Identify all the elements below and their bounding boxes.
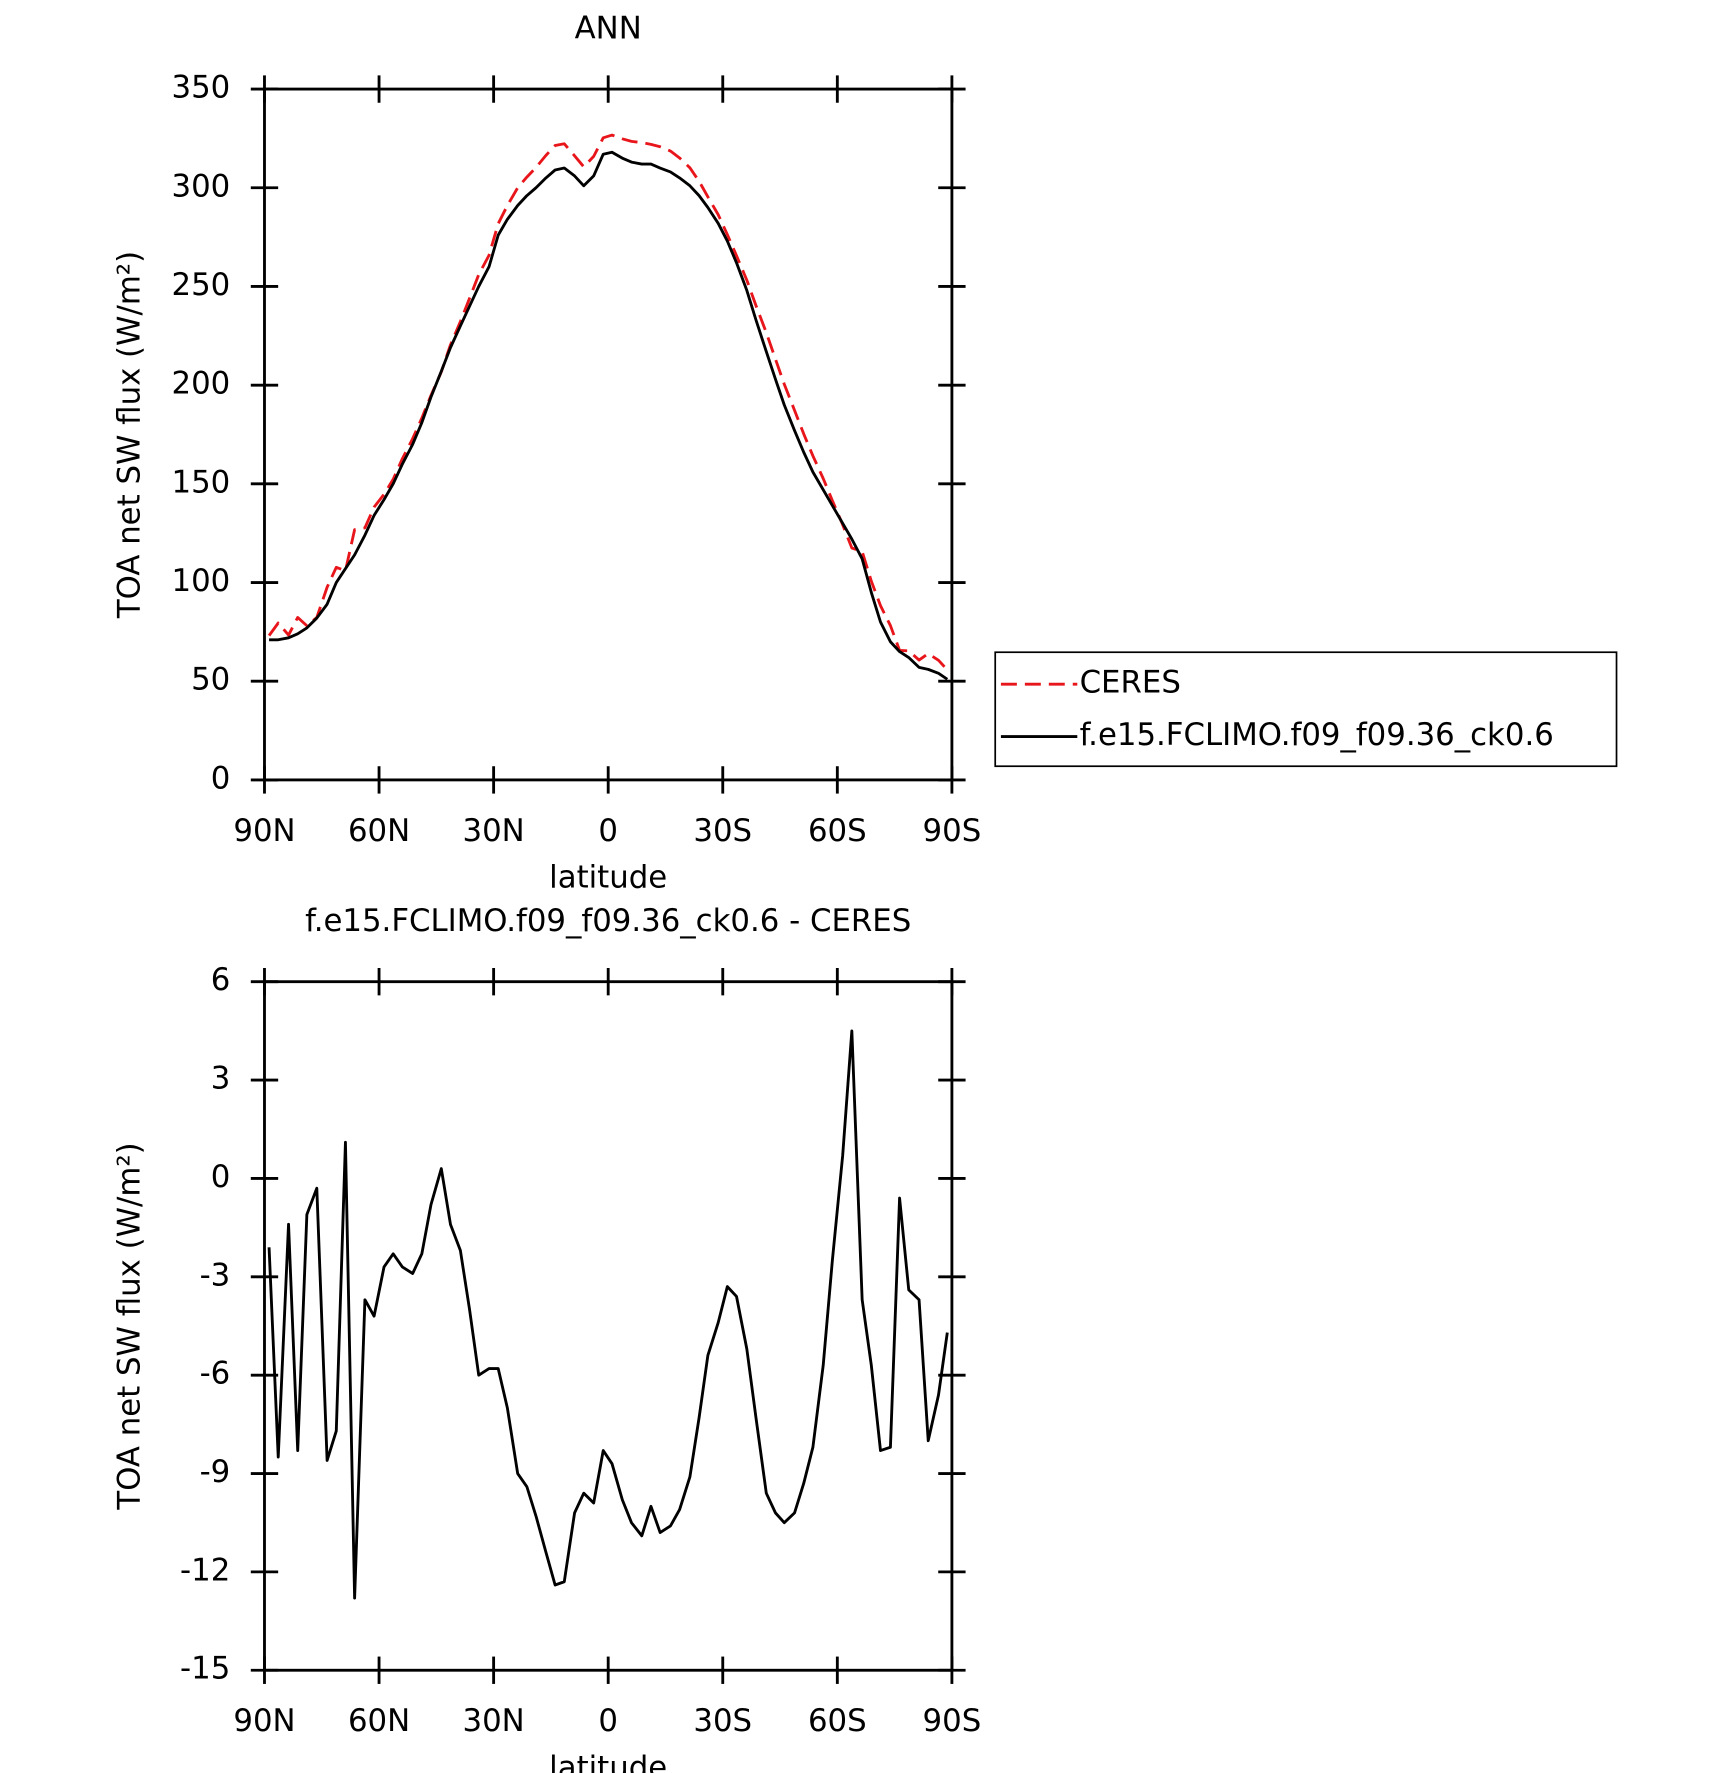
y-tick-label: 150: [172, 464, 231, 500]
y-tick-label: 250: [172, 267, 231, 303]
y-axis-label: TOA net SW flux (W/m²): [112, 251, 148, 619]
x-tick-label: 90N: [233, 813, 295, 849]
chart-title: ANN: [575, 10, 642, 46]
y-tick-label: -9: [200, 1454, 231, 1490]
plot-frame: [263, 980, 954, 1672]
legend-box: [994, 651, 1618, 768]
x-tick-label: 30N: [463, 813, 525, 849]
data-line: [269, 150, 949, 681]
x-tick-label: 30S: [693, 813, 752, 849]
x-tick-label: 90S: [923, 1703, 982, 1739]
x-tick-label: 30S: [693, 1703, 752, 1739]
x-tick-label: 90N: [233, 1703, 295, 1739]
x-tick-label: 0: [598, 1703, 618, 1739]
y-axis-label: TOA net SW flux (W/m²): [112, 1142, 148, 1510]
y-tick-label: 3: [211, 1061, 231, 1097]
y-tick-label: 6: [211, 962, 231, 998]
y-tick-label: 100: [172, 563, 231, 599]
y-tick-label: -15: [180, 1651, 230, 1687]
y-tick-label: 0: [211, 760, 231, 796]
y-tick-label: 50: [191, 662, 230, 698]
x-tick-label: 0: [598, 813, 618, 849]
x-tick-label: 60S: [808, 813, 867, 849]
y-tick-label: 200: [172, 366, 231, 402]
x-axis-label: latitude: [549, 1750, 667, 1773]
y-tick-label: 0: [211, 1159, 231, 1195]
legend: CERES f.e15.FCLIMO.f09_f09.36_ck0.6: [994, 651, 1618, 768]
y-tick-label: 350: [172, 70, 231, 106]
x-axis-label: latitude: [549, 860, 667, 896]
x-tick-label: 60S: [808, 1703, 867, 1739]
legend-label: f.e15.FCLIMO.f09_f09.36_ck0.6: [1080, 717, 1554, 753]
x-tick-label: 90S: [923, 813, 982, 849]
x-tick-label: 30N: [463, 1703, 525, 1739]
y-tick-label: 300: [172, 168, 231, 204]
chart-title: f.e15.FCLIMO.f09_f09.36_ck0.6 - CERES: [305, 903, 911, 939]
data-line: [267, 133, 949, 671]
legend-label: CERES: [1080, 665, 1181, 701]
y-tick-label: -12: [180, 1552, 230, 1588]
plot-frame: [263, 87, 954, 782]
y-tick-label: -6: [200, 1356, 231, 1392]
x-tick-label: 60N: [348, 813, 410, 849]
y-tick-label: -3: [200, 1257, 231, 1293]
data-line: [267, 1029, 949, 1600]
x-tick-label: 60N: [348, 1703, 410, 1739]
